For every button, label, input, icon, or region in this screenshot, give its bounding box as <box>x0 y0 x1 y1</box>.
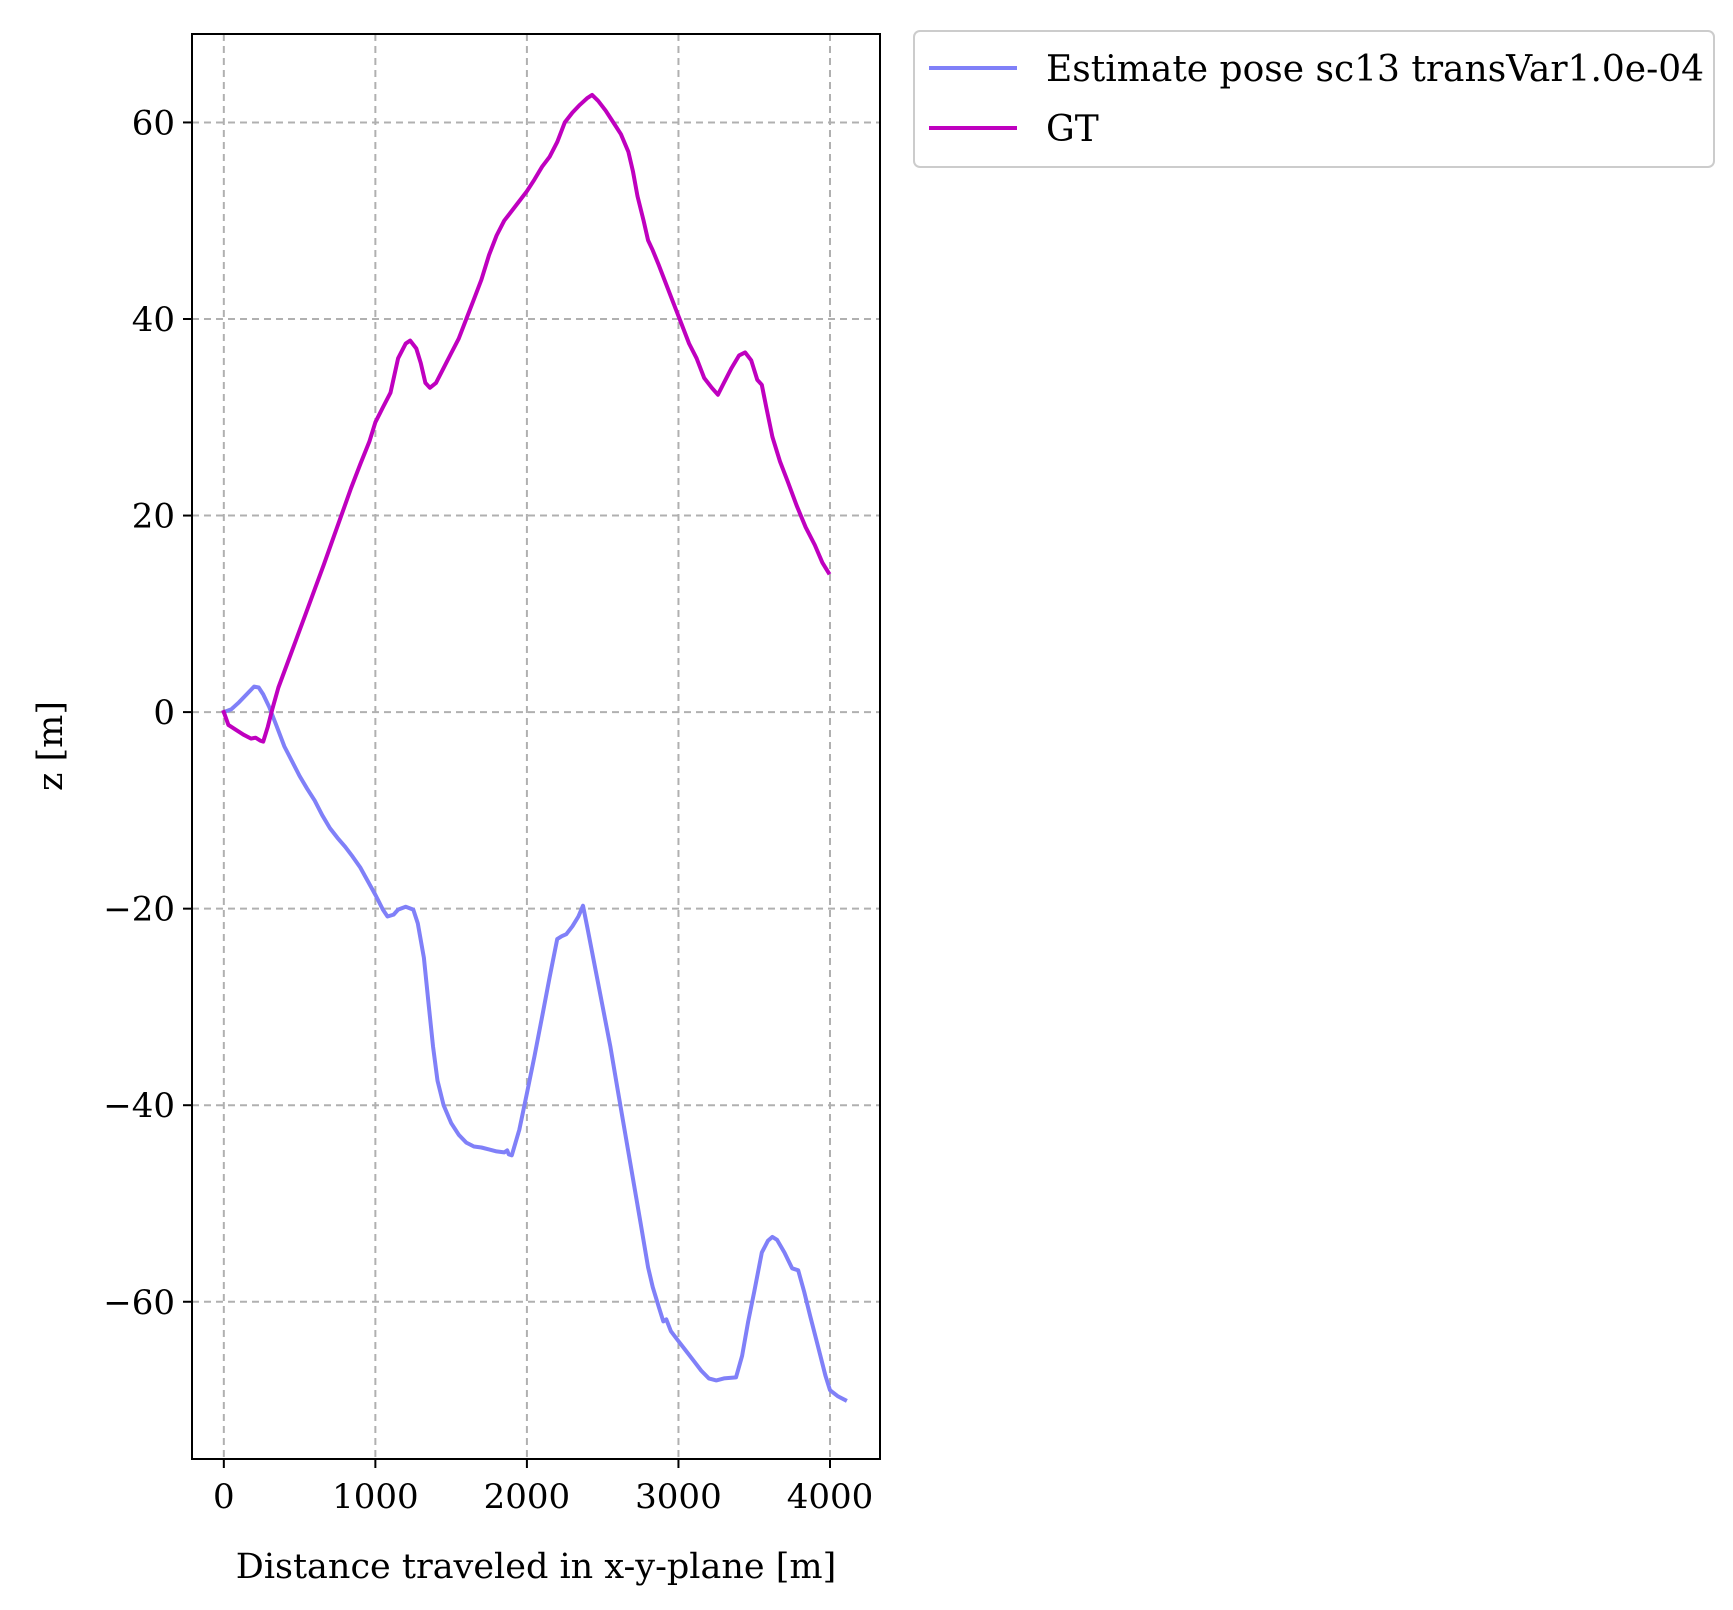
legend-label-gt: GT <box>1046 109 1099 150</box>
x-tick-label: 3000 <box>635 1477 722 1517</box>
y-tick-label: −20 <box>103 890 175 930</box>
y-tick-label: 40 <box>132 300 175 340</box>
x-tick-label: 2000 <box>484 1477 571 1517</box>
x-tick-label: 4000 <box>787 1477 874 1517</box>
legend-label-estimate: Estimate pose sc13 transVar1.0e-04 <box>1046 49 1704 90</box>
grid <box>192 34 880 1459</box>
x-tick-label: 0 <box>213 1477 235 1517</box>
y-axis-title: z [m] <box>31 701 71 791</box>
y-tick-label: −60 <box>103 1283 175 1323</box>
y-tick-label: 60 <box>132 103 175 143</box>
gt-line <box>221 92 832 744</box>
plot-area-frame <box>191 33 881 1460</box>
x-tick-label: 1000 <box>332 1477 419 1517</box>
legend: Estimate pose sc13 transVar1.0e-04 GT <box>913 30 1715 168</box>
y-tick-label: 0 <box>153 693 175 733</box>
y-tick-label: 20 <box>132 497 175 537</box>
plot-series <box>221 92 848 1403</box>
axis-ticks: 0 1000 2000 3000 4000 −60 −40 −20 0 20 40 60 <box>103 103 873 1517</box>
legend-frame <box>913 30 1715 168</box>
estimate-pose-line <box>221 684 848 1403</box>
x-axis-title: Distance traveled in x-y-plane [m] <box>236 1547 836 1587</box>
y-tick-label: −40 <box>103 1086 175 1126</box>
